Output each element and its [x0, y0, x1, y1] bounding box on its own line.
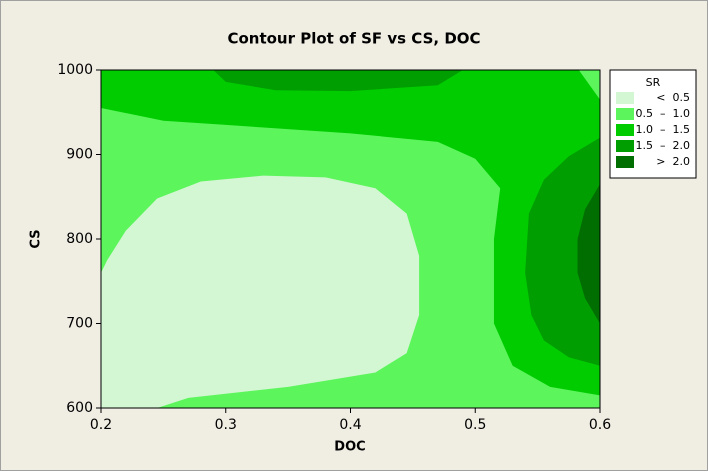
legend-swatch — [616, 124, 634, 136]
legend-swatch — [616, 156, 634, 168]
y-tick-label: 600 — [66, 400, 93, 416]
legend-label: < 0.5 — [656, 91, 690, 104]
x-axis-label: DOC — [334, 440, 365, 455]
contour-region — [101, 175, 420, 408]
y-tick-label: 900 — [66, 147, 93, 163]
x-tick-label: 0.6 — [589, 417, 611, 433]
legend-swatch — [616, 92, 634, 104]
y-tick-label: 800 — [66, 231, 93, 247]
y-tick-label: 700 — [66, 316, 93, 332]
x-tick-label: 0.5 — [464, 417, 486, 433]
contour-region — [101, 70, 600, 396]
legend-swatch — [616, 140, 634, 152]
contour-region — [213, 70, 463, 92]
legend-swatch — [616, 108, 634, 120]
y-axis-label: CS — [29, 229, 44, 248]
contour-area — [101, 70, 600, 408]
contour-region — [525, 137, 600, 366]
contour-region — [577, 184, 600, 324]
x-tick-label: 0.4 — [339, 417, 361, 433]
x-tick-label: 0.2 — [90, 417, 112, 433]
legend-label: 1.0 – 1.5 — [636, 123, 690, 136]
chart-title: Contour Plot of SF vs CS, DOC — [227, 30, 480, 48]
y-tick-label: 1000 — [57, 62, 93, 78]
legend-label: 1.5 – 2.0 — [636, 139, 690, 152]
x-tick-label: 0.3 — [215, 417, 237, 433]
legend-label: 0.5 – 1.0 — [636, 107, 690, 120]
legend-label: > 2.0 — [656, 155, 690, 168]
legend-title: SR — [646, 76, 661, 89]
